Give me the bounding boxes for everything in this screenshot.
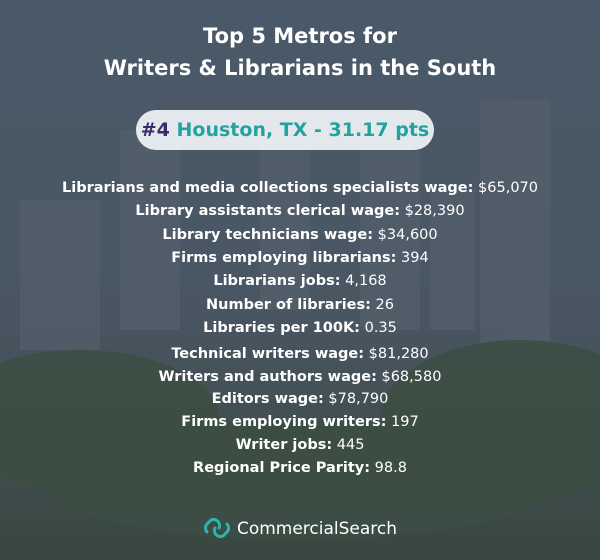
- stat-row: Writers and authors wage: $68,580: [0, 369, 600, 385]
- stat-label: Writers and authors wage:: [158, 368, 377, 385]
- stat-row: Writer jobs: 445: [0, 437, 600, 453]
- stat-label: Firms employing writers:: [181, 414, 387, 431]
- stat-label: Library assistants clerical wage:: [135, 203, 400, 220]
- stat-label: Number of libraries:: [206, 296, 371, 313]
- stat-label: Regional Price Parity:: [193, 459, 371, 476]
- stat-label: Firms employing librarians:: [171, 249, 397, 266]
- brand-logo: [203, 517, 230, 539]
- stat-value: $28,390: [404, 203, 465, 220]
- stat-row: Number of libraries: 26: [0, 297, 600, 313]
- brand-name: CommercialSearch: [236, 519, 398, 539]
- stat-value: 26: [375, 296, 394, 313]
- stat-row: Library assistants clerical wage: $28,39…: [0, 203, 600, 219]
- stat-value: 4,168: [345, 273, 387, 290]
- stat-label: Librarians jobs:: [213, 273, 341, 290]
- stat-label: Library technicians wage:: [162, 226, 374, 243]
- title-line: Top 5 Metros for: [203, 24, 397, 48]
- stat-row: Library technicians wage: $34,600: [0, 227, 600, 243]
- title-line: Writers & Librarians in the South: [103, 56, 497, 80]
- stat-label: Technical writers wage:: [171, 346, 365, 362]
- stat-row: Firms employing writers: 197: [0, 414, 600, 430]
- stat-value: $65,070: [478, 180, 539, 196]
- stat-label: Libraries per 100K:: [203, 319, 360, 336]
- city-score: Houston, TX - 31.17 pts: [176, 119, 430, 141]
- stat-value: $78,790: [328, 391, 389, 408]
- stat-row: Libraries per 100K: 0.35: [0, 320, 600, 336]
- stat-value: 197: [391, 414, 419, 431]
- stat-label: Editors wage:: [211, 391, 324, 408]
- stat-value: $81,280: [368, 346, 429, 362]
- stat-row: Firms employing librarians: 394: [0, 250, 600, 266]
- stat-row: Technical writers wage: $81,280: [0, 346, 600, 362]
- stat-label: Writer jobs:: [235, 436, 333, 453]
- stat-row: Regional Price Parity: 98.8: [0, 460, 600, 476]
- stat-value: $68,580: [381, 368, 442, 385]
- rank-badge: #4 Houston, TX - 31.17 pts: [136, 110, 434, 150]
- footer: CommercialSearch: [0, 517, 600, 539]
- stat-value: $34,600: [377, 226, 438, 243]
- stat-value: 98.8: [374, 459, 407, 476]
- stat-value: 394: [401, 249, 429, 266]
- stat-row: Librarians jobs: 4,168: [0, 273, 600, 289]
- stat-value: 0.35: [364, 319, 397, 336]
- stat-label: Librarians and media collections special…: [61, 180, 474, 196]
- stat-row: Librarians and media collections special…: [0, 180, 600, 196]
- stat-row: Editors wage: $78,790: [0, 391, 600, 407]
- rank: #4: [140, 119, 170, 141]
- stat-value: 445: [336, 436, 365, 453]
